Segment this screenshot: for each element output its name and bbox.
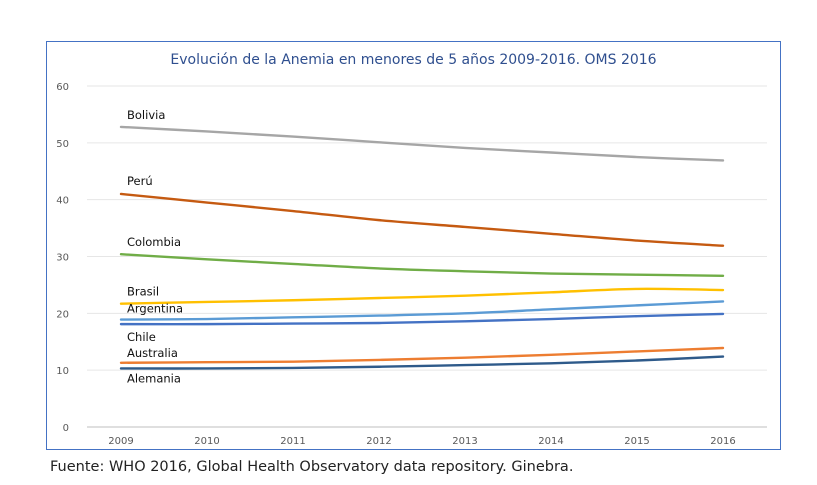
chart-title: Evolución de la Anemia en menores de 5 a… bbox=[170, 52, 657, 68]
x-tick-label: 2012 bbox=[366, 436, 391, 447]
y-tick-label: 10 bbox=[56, 366, 69, 377]
series-label: Perú bbox=[127, 174, 153, 188]
series-label: Colombia bbox=[127, 235, 181, 249]
series-label: Argentina bbox=[127, 302, 183, 316]
line-chart: 0 10 20 30 40 50 60 2009 2010 2011 2012 2013 2014 201… bbox=[56, 82, 767, 447]
y-tick-label: 0 bbox=[63, 423, 69, 434]
y-tick-label: 60 bbox=[56, 82, 69, 93]
series-line-australia bbox=[119, 346, 725, 364]
y-tick-label: 20 bbox=[56, 309, 69, 320]
x-tick-label: 2010 bbox=[194, 436, 219, 447]
x-tick-label: 2009 bbox=[108, 436, 133, 447]
x-tick-label: 2014 bbox=[538, 436, 563, 447]
series-line-colombia bbox=[119, 253, 725, 278]
series-label: Bolivia bbox=[127, 108, 165, 122]
x-tick-label: 2011 bbox=[280, 436, 305, 447]
series-line-chile bbox=[119, 312, 725, 326]
chart-frame: Evolución de la Anemia en menores de 5 a… bbox=[46, 41, 781, 450]
y-tick-label: 50 bbox=[56, 139, 69, 150]
series-label: Brasil bbox=[127, 285, 159, 299]
x-tick-label: 2015 bbox=[624, 436, 649, 447]
x-tick-label: 2016 bbox=[710, 436, 735, 447]
series-line-bolivia bbox=[119, 125, 725, 162]
series-line-brasil bbox=[119, 287, 725, 305]
series-label: Australia bbox=[127, 346, 178, 360]
series-line-peru bbox=[119, 192, 725, 247]
x-tick-label: 2013 bbox=[452, 436, 477, 447]
y-tick-label: 30 bbox=[56, 253, 69, 264]
series-line-argentina bbox=[119, 300, 725, 321]
series-label: Chile bbox=[127, 330, 156, 344]
y-tick-label: 40 bbox=[56, 196, 69, 207]
series-line-alemania bbox=[119, 355, 725, 370]
source-note: Fuente: WHO 2016, Global Health Observat… bbox=[50, 459, 574, 475]
series-label: Alemania bbox=[127, 371, 181, 385]
